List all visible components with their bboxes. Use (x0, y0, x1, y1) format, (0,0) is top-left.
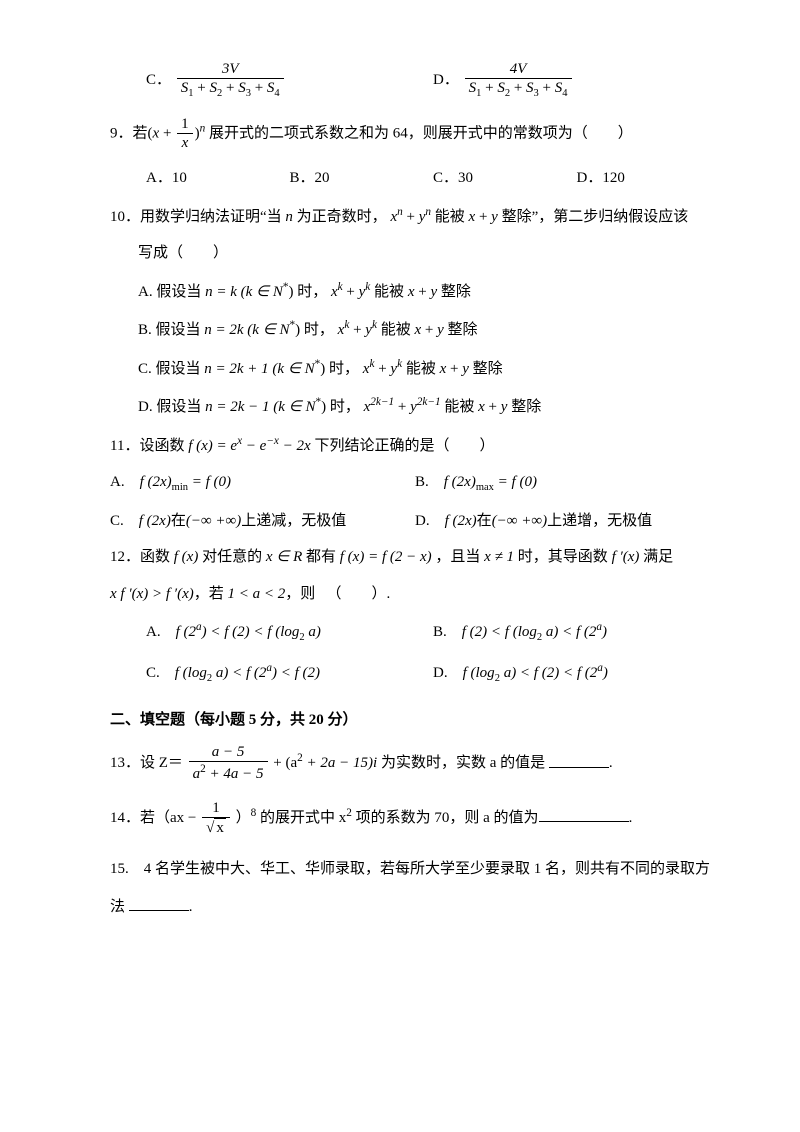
q14-stem: 14．若（ax − 1 x ）8 的展开式中 x2 项的系数为 70，则 a 的… (110, 799, 720, 839)
q15-line1: 15. 4 名学生被中大、华工、华师录取，若每所大学至少要录取 1 名，则共有不… (110, 858, 720, 881)
q9-option-d[interactable]: D．120 (577, 167, 721, 190)
q13-fraction: a − 5 a2 + 4a − 5 (189, 743, 268, 785)
q10-option-b[interactable]: B. 假设当 n = 2k (k ∈ N*) 时， xk + yk 能被 x +… (110, 317, 720, 342)
q9-option-c[interactable]: C．30 (433, 167, 577, 190)
q15-line2: 法 . (110, 895, 720, 919)
q11-option-d[interactable]: D. f (2x)在(−∞ +∞)上递增，无极值 (415, 510, 720, 533)
q11-options-cd: C. f (2x)在(−∞ +∞)上递减，无极值 D. f (2x)在(−∞ +… (110, 510, 720, 533)
q9-options: A．10 B．20 C．30 D．120 (110, 167, 720, 190)
q12-option-d[interactable]: D. f (log2 a) < f (2) < f (2a) (433, 660, 720, 687)
opt-c-label: C． (146, 72, 171, 88)
q8-options-cd: C． 3V S1 + S2 + S3 + S4 D． 4V S1 + S2 + … (110, 60, 720, 101)
opt-d-label: D． (433, 72, 459, 88)
q11-options-ab: A. f (2x)min = f (0) B. f (2x)max = f (0… (110, 471, 720, 496)
q9-option-a[interactable]: A．10 (146, 167, 290, 190)
q10-stem: 10．用数学归纳法证明“当 n 为正奇数时， xn + yn 能被 x + y … (110, 204, 720, 229)
q10-stem-line2: 写成（ ） (110, 242, 720, 265)
q10-option-a[interactable]: A. 假设当 n = k (k ∈ N*) 时， xk + yk 能被 x + … (110, 279, 720, 304)
q8c-fraction: 3V S1 + S2 + S3 + S4 (177, 60, 284, 101)
q9-stem: 9．若(x + 1x)n 展开式的二项式系数之和为 64，则展开式中的常数项为（… (110, 115, 720, 154)
q11-option-b[interactable]: B. f (2x)max = f (0) (415, 471, 720, 496)
q13-stem: 13．设 Z＝ a − 5 a2 + 4a − 5 + (a2 + 2a − 1… (110, 743, 720, 785)
q11-stem: 11．设函数 f (x) = ex − e−x − 2x 下列结论正确的是（ ） (110, 433, 720, 458)
q12-stem-line2: x f ′(x) > f ′(x)，若 1 < a < 2，则 （ ）. (110, 583, 720, 606)
q11-option-c[interactable]: C. f (2x)在(−∞ +∞)上递减，无极值 (110, 510, 415, 533)
q12-stem-line1: 12．函数 f (x) 对任意的 x ∈ R 都有 f (x) = f (2 −… (110, 546, 720, 569)
q14-blank[interactable] (539, 806, 629, 822)
q15-blank[interactable] (129, 895, 189, 911)
q10-option-d[interactable]: D. 假设当 n = 2k − 1 (k ∈ N*) 时， x2k−1 + y2… (110, 394, 720, 419)
q9-option-b[interactable]: B．20 (290, 167, 434, 190)
q13-blank[interactable] (549, 752, 609, 768)
q8d-fraction: 4V S1 + S2 + S3 + S4 (465, 60, 572, 101)
q11-option-a[interactable]: A. f (2x)min = f (0) (110, 471, 415, 496)
q12-options-cd: C. f (log2 a) < f (2a) < f (2) D. f (log… (110, 660, 720, 687)
q12-option-a[interactable]: A. f (2a) < f (2) < f (log2 a) (146, 619, 433, 646)
q12-option-b[interactable]: B. f (2) < f (log2 a) < f (2a) (433, 619, 720, 646)
q14-fraction: 1 x (202, 799, 230, 839)
q12-options-ab: A. f (2a) < f (2) < f (log2 a) B. f (2) … (110, 619, 720, 646)
q8-option-c[interactable]: C． 3V S1 + S2 + S3 + S4 (146, 60, 433, 101)
q10-option-c[interactable]: C. 假设当 n = 2k + 1 (k ∈ N*) 时， xk + yk 能被… (110, 356, 720, 381)
section-2-title: 二、填空题（每小题 5 分，共 20 分） (110, 709, 720, 732)
q8-option-d[interactable]: D． 4V S1 + S2 + S3 + S4 (433, 60, 720, 101)
q12-option-c[interactable]: C. f (log2 a) < f (2a) < f (2) (146, 660, 433, 687)
